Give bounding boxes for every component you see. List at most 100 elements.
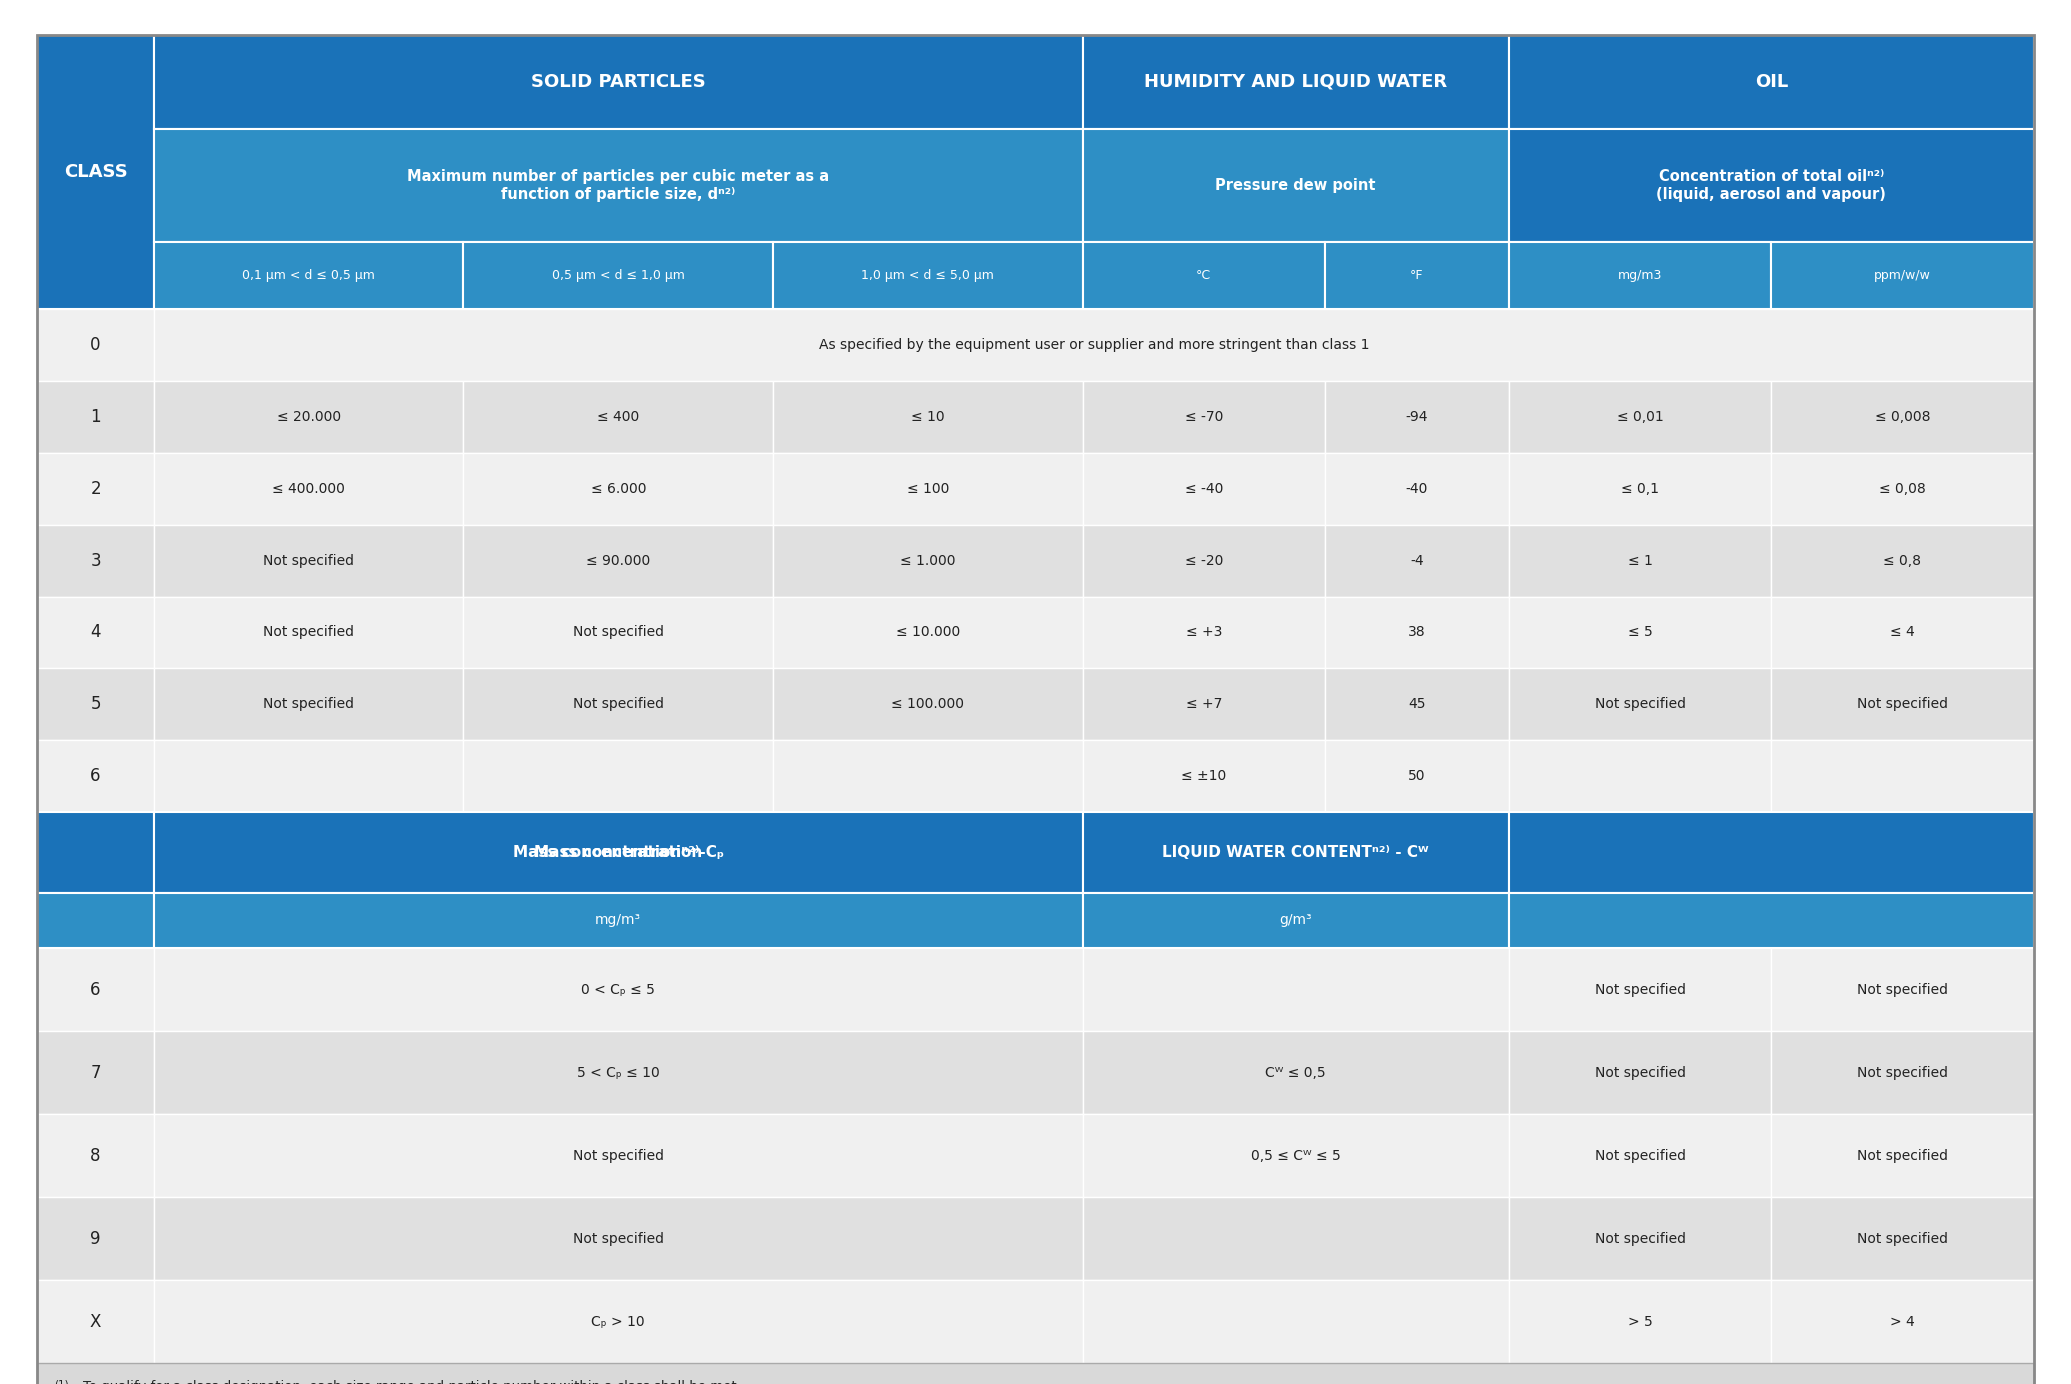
- Text: HUMIDITY AND LIQUID WATER: HUMIDITY AND LIQUID WATER: [1143, 72, 1448, 91]
- Bar: [464, 381, 772, 453]
- Text: ≤ 0,008: ≤ 0,008: [1874, 410, 1930, 424]
- Text: mg/m3: mg/m3: [1617, 268, 1663, 282]
- Text: 6: 6: [91, 767, 101, 786]
- Text: °C: °C: [1197, 268, 1212, 282]
- Text: > 4: > 4: [1891, 1315, 1916, 1329]
- Text: Not specified: Not specified: [1858, 1149, 1949, 1163]
- Text: 0: 0: [91, 335, 101, 354]
- Text: 4: 4: [91, 623, 101, 642]
- Bar: [1083, 740, 1325, 812]
- Text: ≤ +7: ≤ +7: [1185, 698, 1222, 711]
- Text: 9: 9: [91, 1229, 101, 1248]
- Text: ≤ 100.000: ≤ 100.000: [891, 698, 965, 711]
- Text: 0,5 ≤ Cᵂ ≤ 5: 0,5 ≤ Cᵂ ≤ 5: [1251, 1149, 1340, 1163]
- Text: ≤ 0,08: ≤ 0,08: [1878, 482, 1926, 495]
- Text: 0,1 μm < d ≤ 0,5 μm: 0,1 μm < d ≤ 0,5 μm: [242, 268, 375, 282]
- Bar: [153, 35, 1083, 129]
- Text: Not specified: Not specified: [1595, 983, 1686, 996]
- Bar: [1510, 1114, 1771, 1197]
- Bar: [1510, 525, 1771, 597]
- Bar: [153, 668, 464, 740]
- Bar: [1325, 668, 1510, 740]
- Bar: [772, 453, 1083, 525]
- Bar: [464, 525, 772, 597]
- Bar: [1083, 1197, 1510, 1280]
- Bar: [37, 35, 153, 309]
- Text: Not specified: Not specified: [574, 1232, 665, 1246]
- Bar: [772, 597, 1083, 668]
- Text: Not specified: Not specified: [574, 626, 665, 639]
- Bar: [464, 740, 772, 812]
- Bar: [1325, 453, 1510, 525]
- Bar: [1510, 740, 1771, 812]
- Text: -40: -40: [1406, 482, 1429, 495]
- Text: LIQUID WATER CONTENTⁿ²⁾ - Cᵂ: LIQUID WATER CONTENTⁿ²⁾ - Cᵂ: [1162, 846, 1429, 859]
- Bar: [1771, 242, 2034, 309]
- Bar: [1510, 1197, 1771, 1280]
- Text: Not specified: Not specified: [1858, 983, 1949, 996]
- Text: Cᵂ ≤ 0,5: Cᵂ ≤ 0,5: [1265, 1066, 1325, 1080]
- Bar: [37, 893, 153, 948]
- Text: Not specified: Not specified: [574, 1149, 665, 1163]
- Bar: [1510, 1280, 1771, 1363]
- Text: ≤ 1: ≤ 1: [1628, 554, 1653, 567]
- Bar: [1083, 948, 1510, 1031]
- Bar: [1510, 812, 2034, 893]
- Text: 7: 7: [91, 1063, 101, 1082]
- Bar: [153, 1280, 1083, 1363]
- Bar: [37, 948, 153, 1031]
- Text: 2: 2: [91, 479, 101, 498]
- Bar: [153, 1197, 1083, 1280]
- Text: ≤ 90.000: ≤ 90.000: [586, 554, 650, 567]
- Bar: [772, 525, 1083, 597]
- Text: ≤ 10.000: ≤ 10.000: [895, 626, 961, 639]
- Text: Not specified: Not specified: [1595, 1232, 1686, 1246]
- Bar: [1771, 597, 2034, 668]
- Bar: [1083, 242, 1325, 309]
- Text: 3: 3: [91, 551, 101, 570]
- Text: 38: 38: [1408, 626, 1425, 639]
- Bar: [1510, 597, 1771, 668]
- Bar: [1771, 453, 2034, 525]
- Bar: [1510, 668, 1771, 740]
- Bar: [153, 1031, 1083, 1114]
- Text: 0,5 μm < d ≤ 1,0 μm: 0,5 μm < d ≤ 1,0 μm: [551, 268, 686, 282]
- Text: ≤ -70: ≤ -70: [1185, 410, 1224, 424]
- Bar: [1325, 597, 1510, 668]
- Bar: [37, 309, 153, 381]
- Text: ≤ 0,1: ≤ 0,1: [1622, 482, 1659, 495]
- Bar: [153, 309, 2034, 381]
- Text: > 5: > 5: [1628, 1315, 1653, 1329]
- Text: SOLID PARTICLES: SOLID PARTICLES: [530, 72, 706, 91]
- Text: g/m³: g/m³: [1280, 913, 1313, 927]
- Text: Not specified: Not specified: [1595, 1066, 1686, 1080]
- Bar: [1083, 812, 1510, 893]
- Text: Not specified: Not specified: [1858, 1066, 1949, 1080]
- Text: ≤ 400: ≤ 400: [596, 410, 640, 424]
- Text: ≤ 20.000: ≤ 20.000: [278, 410, 342, 424]
- Text: 45: 45: [1408, 698, 1425, 711]
- Text: ≤ -20: ≤ -20: [1185, 554, 1224, 567]
- Text: Not specified: Not specified: [1595, 698, 1686, 711]
- Text: Not specified: Not specified: [263, 554, 354, 567]
- Text: X: X: [89, 1312, 101, 1331]
- Text: ≤ 0,01: ≤ 0,01: [1617, 410, 1663, 424]
- Bar: [37, 1114, 153, 1197]
- Bar: [37, 525, 153, 597]
- Text: ≤ 6.000: ≤ 6.000: [590, 482, 646, 495]
- Bar: [1083, 1031, 1510, 1114]
- Bar: [37, 1031, 153, 1114]
- Bar: [1325, 381, 1510, 453]
- Bar: [464, 242, 772, 309]
- Bar: [772, 242, 1083, 309]
- Text: ≤ 1.000: ≤ 1.000: [901, 554, 955, 567]
- Text: ≤ ±10: ≤ ±10: [1180, 770, 1226, 783]
- Bar: [1771, 740, 2034, 812]
- Text: mg/m³: mg/m³: [594, 913, 642, 927]
- Text: Concentration of total oilⁿ²⁾
(liquid, aerosol and vapour): Concentration of total oilⁿ²⁾ (liquid, a…: [1657, 169, 1887, 202]
- Text: (1): (1): [54, 1380, 68, 1384]
- Text: ≤ 400.000: ≤ 400.000: [271, 482, 346, 495]
- Bar: [37, 812, 153, 893]
- Text: 1: 1: [91, 407, 101, 426]
- Bar: [1083, 453, 1325, 525]
